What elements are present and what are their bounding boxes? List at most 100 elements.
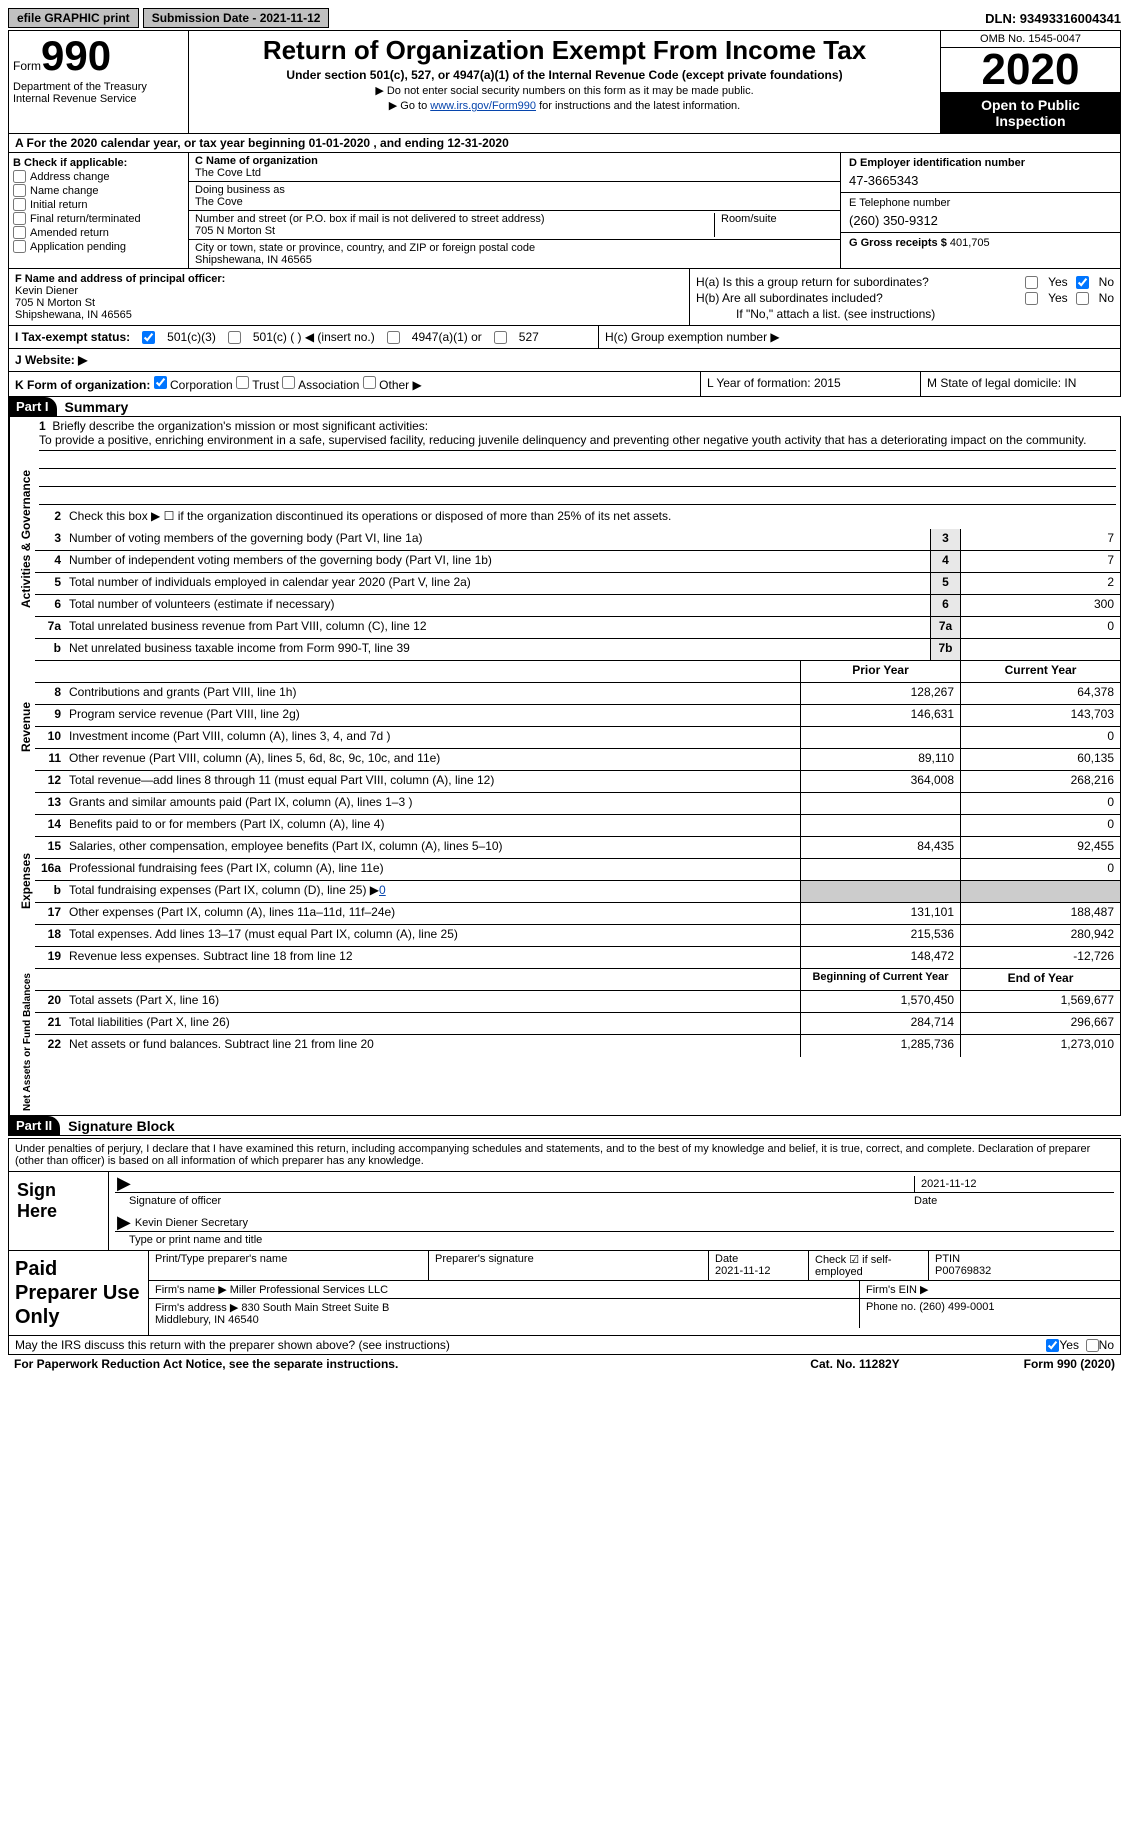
officer-name: Kevin Diener bbox=[15, 285, 683, 297]
dln-text: DLN: 93493316004341 bbox=[985, 11, 1121, 26]
p11: 89,110 bbox=[800, 749, 960, 770]
ha-no[interactable] bbox=[1076, 276, 1089, 289]
efile-button[interactable]: efile GRAPHIC print bbox=[8, 8, 139, 28]
p20: 1,570,450 bbox=[800, 991, 960, 1012]
c20: 1,569,677 bbox=[960, 991, 1120, 1012]
note-link: ▶ Go to www.irs.gov/Form990 for instruct… bbox=[193, 99, 936, 112]
c15: 92,455 bbox=[960, 837, 1120, 858]
paid-preparer-label: Paid Preparer Use Only bbox=[9, 1251, 149, 1335]
p21: 284,714 bbox=[800, 1013, 960, 1034]
initial-check[interactable] bbox=[13, 198, 26, 211]
state-domicile: M State of legal domicile: IN bbox=[920, 372, 1120, 396]
hb-yes[interactable] bbox=[1025, 292, 1038, 305]
501c3-check[interactable] bbox=[142, 331, 155, 344]
527-check[interactable] bbox=[494, 331, 507, 344]
q4-text: Number of independent voting members of … bbox=[65, 551, 930, 572]
initial-label: Initial return bbox=[30, 199, 87, 211]
c17: 188,487 bbox=[960, 903, 1120, 924]
addr-change-label: Address change bbox=[30, 171, 110, 183]
form990-link[interactable]: www.irs.gov/Form990 bbox=[430, 100, 536, 112]
year-formation: L Year of formation: 2015 bbox=[700, 372, 920, 396]
c16b-shade bbox=[960, 881, 1120, 902]
discuss-no-label: No bbox=[1099, 1338, 1114, 1352]
q18: Total expenses. Add lines 13–17 (must eq… bbox=[65, 925, 800, 946]
c12: 268,216 bbox=[960, 771, 1120, 792]
c21: 296,667 bbox=[960, 1013, 1120, 1034]
box-b-label: B Check if applicable: bbox=[13, 157, 184, 169]
trust-label: Trust bbox=[252, 378, 279, 392]
assoc-check[interactable] bbox=[282, 376, 295, 389]
q11: Other revenue (Part VIII, column (A), li… bbox=[65, 749, 800, 770]
city-label: City or town, state or province, country… bbox=[195, 242, 834, 254]
prep-sig-hdr: Preparer's signature bbox=[429, 1251, 709, 1280]
inspection-label: Open to Public Inspection bbox=[941, 93, 1120, 133]
box-g: G Gross receipts $ 401,705 bbox=[841, 233, 1120, 253]
addr-change-check[interactable] bbox=[13, 170, 26, 183]
ha-yes-label: Yes bbox=[1048, 275, 1068, 289]
side-governance: Activities & Governance bbox=[9, 417, 35, 661]
side-netassets: Net Assets or Fund Balances bbox=[9, 969, 35, 1115]
assoc-label: Association bbox=[298, 378, 359, 392]
q14: Benefits paid to or for members (Part IX… bbox=[65, 815, 800, 836]
dept-text: Department of the Treasury Internal Reve… bbox=[13, 81, 184, 105]
ptin-hdr: PTIN bbox=[935, 1253, 960, 1265]
type-name-label: Type or print name and title bbox=[115, 1234, 1114, 1246]
c8: 64,378 bbox=[960, 683, 1120, 704]
final-label: Final return/terminated bbox=[30, 213, 141, 225]
corp-check[interactable] bbox=[154, 376, 167, 389]
501c-label: 501(c) ( ) ◀ (insert no.) bbox=[253, 330, 375, 344]
ha-no-label: No bbox=[1099, 275, 1114, 289]
part1-badge: Part I bbox=[8, 397, 57, 416]
p19: 148,472 bbox=[800, 947, 960, 968]
q16b: Total fundraising expenses (Part IX, col… bbox=[69, 883, 379, 897]
submission-button[interactable]: Submission Date - 2021-11-12 bbox=[143, 8, 330, 28]
q21: Total liabilities (Part X, line 26) bbox=[65, 1013, 800, 1034]
p16b-shade bbox=[800, 881, 960, 902]
final-check[interactable] bbox=[13, 212, 26, 225]
side-revenue: Revenue bbox=[9, 661, 35, 793]
4947-check[interactable] bbox=[387, 331, 400, 344]
q7b-text: Net unrelated business taxable income fr… bbox=[65, 639, 930, 660]
p13 bbox=[800, 793, 960, 814]
hb-yes-label: Yes bbox=[1048, 291, 1068, 305]
q15: Salaries, other compensation, employee b… bbox=[65, 837, 800, 858]
v3: 7 bbox=[960, 529, 1120, 550]
side-expenses: Expenses bbox=[9, 793, 35, 969]
hdr-eoy: End of Year bbox=[960, 969, 1120, 990]
amended-check[interactable] bbox=[13, 226, 26, 239]
501c-check[interactable] bbox=[228, 331, 241, 344]
gross-value: 401,705 bbox=[950, 237, 990, 249]
trust-check[interactable] bbox=[236, 376, 249, 389]
q3-text: Number of voting members of the governin… bbox=[65, 529, 930, 550]
q6-text: Total number of volunteers (estimate if … bbox=[65, 595, 930, 616]
name-change-check[interactable] bbox=[13, 184, 26, 197]
website-label: J Website: ▶ bbox=[15, 353, 605, 367]
part2-badge: Part II bbox=[8, 1116, 60, 1135]
c9: 143,703 bbox=[960, 705, 1120, 726]
box-e: E Telephone number (260) 350-9312 bbox=[841, 193, 1120, 233]
discuss-no-check[interactable] bbox=[1086, 1339, 1099, 1352]
tax-status-label: I Tax-exempt status: bbox=[15, 330, 130, 344]
phone-value: (260) 350-9312 bbox=[849, 213, 1112, 228]
q10: Investment income (Part VIII, column (A)… bbox=[65, 727, 800, 748]
pending-check[interactable] bbox=[13, 240, 26, 253]
ein-label: D Employer identification number bbox=[849, 157, 1112, 169]
form-word: Form bbox=[13, 59, 41, 73]
sign-here-label: Sign Here bbox=[9, 1172, 109, 1250]
firm-ein-label: Firm's EIN ▶ bbox=[860, 1281, 1120, 1298]
phone-label: E Telephone number bbox=[849, 197, 1112, 209]
c14: 0 bbox=[960, 815, 1120, 836]
officer-label: F Name and address of principal officer: bbox=[15, 273, 683, 285]
ha-yes[interactable] bbox=[1025, 276, 1038, 289]
hb-no[interactable] bbox=[1076, 292, 1089, 305]
gross-label: G Gross receipts $ bbox=[849, 237, 947, 249]
sig-intro: Under penalties of perjury, I declare th… bbox=[9, 1139, 1120, 1172]
pra-notice: For Paperwork Reduction Act Notice, see … bbox=[14, 1357, 755, 1371]
other-check[interactable] bbox=[363, 376, 376, 389]
discuss-yes-check[interactable] bbox=[1046, 1339, 1059, 1352]
org-name-label: C Name of organization bbox=[195, 155, 834, 167]
corp-label: Corporation bbox=[170, 378, 233, 392]
c18: 280,942 bbox=[960, 925, 1120, 946]
form-org-label: K Form of organization: bbox=[15, 378, 150, 392]
ha-label: H(a) Is this a group return for subordin… bbox=[696, 275, 1025, 289]
